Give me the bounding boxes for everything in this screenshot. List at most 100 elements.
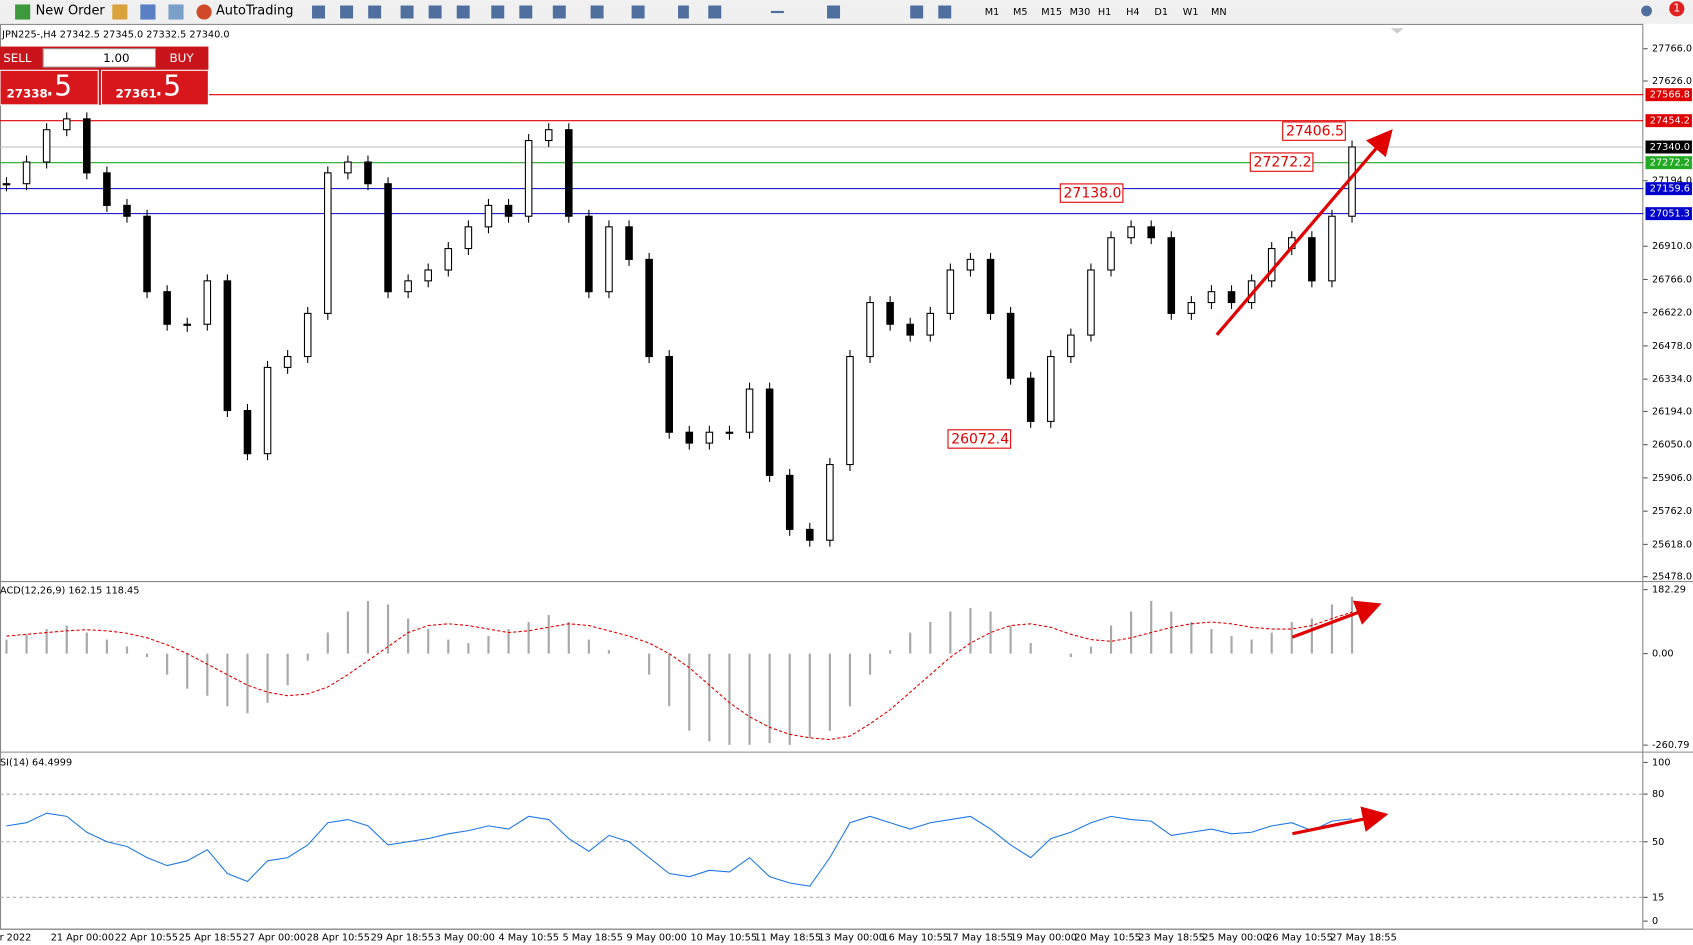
tool-icon[interactable] [340, 5, 354, 19]
macd-bar [407, 618, 410, 654]
x-tick-label: 16 May 10:55 [882, 932, 949, 943]
cursor-tool[interactable] [678, 5, 689, 19]
macd-bar [447, 639, 450, 654]
tool-icon[interactable] [938, 5, 952, 19]
tool-icon[interactable] [827, 5, 841, 19]
timeframe-button[interactable]: H4 [1126, 7, 1139, 18]
candle [765, 388, 774, 476]
candle [183, 323, 192, 326]
autotrading-button[interactable]: AutoTrading [216, 3, 294, 18]
timeframe-button[interactable]: M30 [1070, 7, 1091, 18]
macd-bar [45, 629, 48, 654]
candle [625, 226, 633, 260]
macd-bar [828, 653, 831, 731]
timeframe-button[interactable]: W1 [1183, 7, 1199, 18]
search-icon[interactable] [1641, 5, 1652, 17]
price-annotation-box [1282, 121, 1346, 141]
tool-icon[interactable] [140, 4, 156, 20]
candle [283, 356, 292, 368]
candle [83, 118, 91, 174]
bid-box[interactable] [0, 69, 99, 106]
y-tick-label: 26050.0 [1652, 440, 1692, 451]
candle [605, 226, 613, 293]
autotrading-icon[interactable] [196, 4, 212, 20]
macd-bar [206, 653, 209, 696]
candle [464, 226, 473, 250]
tool-icon[interactable] [590, 5, 604, 19]
candle [906, 323, 914, 336]
candle [384, 183, 392, 293]
price-level-tag [1645, 182, 1692, 196]
candle [243, 410, 252, 455]
macd-bar [346, 611, 349, 654]
rsi-header: SI(14) 64.4999 [0, 757, 72, 768]
current-price-tag [1645, 140, 1692, 154]
new-order-icon[interactable] [15, 4, 31, 20]
macd-bar [708, 653, 711, 742]
y-tick-label: -260.79 [1652, 740, 1689, 751]
macd-bar [65, 625, 68, 654]
tool-icon[interactable] [491, 5, 505, 19]
candle [62, 118, 71, 131]
timeframe-button[interactable]: M5 [1013, 7, 1028, 18]
macd-bar [1250, 639, 1253, 654]
x-tick-label: 26 May 10:55 [1266, 932, 1333, 943]
x-tick-label: 19 May 00:00 [1010, 932, 1077, 943]
x-tick-label: 13 May 00:00 [818, 932, 885, 943]
y-tick-label: 182.29 [1652, 585, 1686, 596]
x-tick-label: 21 Apr 00:00 [51, 932, 114, 943]
tool-icon[interactable] [368, 5, 382, 19]
macd-bar [1009, 625, 1012, 654]
tool-icon[interactable] [631, 5, 645, 19]
tool-icon[interactable] [552, 5, 566, 19]
sell-button[interactable]: SELL [3, 51, 32, 65]
zoom-out[interactable] [428, 5, 442, 19]
timeframe-button[interactable]: M1 [985, 7, 1000, 18]
macd-bar [688, 653, 691, 731]
macd-bar [1130, 611, 1133, 654]
y-tick-label: 25906.0 [1652, 473, 1692, 484]
buy-button[interactable]: BUY [170, 51, 195, 65]
alert-badge[interactable] [1669, 1, 1685, 17]
tool-icon[interactable] [519, 5, 533, 19]
tool-icon[interactable] [112, 4, 128, 20]
lot-value[interactable]: 1.00 [103, 51, 129, 65]
macd-bar [848, 653, 852, 707]
ask-box[interactable] [100, 69, 209, 106]
timeframe-button[interactable]: MN [1211, 7, 1227, 18]
macd-bar [728, 653, 731, 745]
plot-layer: 27766.0 27626.0 27194.0 26910.0 26766.0 26622… [0, 44, 1692, 943]
timeframe-button[interactable]: H1 [1098, 7, 1111, 18]
candle [645, 258, 653, 358]
y-tick-label: 27766.0 [1652, 44, 1692, 55]
macd-bar [909, 632, 912, 654]
crosshair-tool[interactable] [708, 5, 722, 19]
tool-icon[interactable] [168, 4, 184, 20]
tool-icon[interactable] [312, 5, 325, 19]
candle [1187, 302, 1196, 314]
lot-input[interactable] [42, 48, 157, 68]
tool-icon[interactable] [910, 5, 924, 19]
hline-tool[interactable] [770, 10, 784, 14]
zoom-in[interactable] [400, 5, 414, 19]
macd-bar [1310, 618, 1313, 654]
macd-header: ACD(12,26,9) 162.15 118.45 [0, 586, 139, 597]
timeframe-button[interactable]: M15 [1041, 7, 1062, 18]
candle [1167, 237, 1176, 314]
new-order-button[interactable]: New Order [36, 3, 106, 18]
y-tick-label: 25762.0 [1652, 506, 1692, 517]
macd-bar [547, 615, 550, 654]
tool-icon[interactable] [456, 5, 470, 19]
candle [685, 431, 694, 444]
timeframe-button[interactable]: D1 [1154, 7, 1168, 18]
x-tick-label: 27 May 18:55 [1330, 932, 1397, 943]
candle [22, 161, 31, 185]
y-tick-label: 50 [1652, 837, 1664, 848]
price-annotation: 26072.4 [951, 432, 1009, 448]
candle [926, 312, 935, 336]
y-tick-label: 0 [1652, 916, 1658, 927]
candle [484, 204, 493, 228]
candle [745, 388, 754, 433]
macd-bar [1150, 600, 1153, 654]
macd-bar [306, 653, 309, 661]
